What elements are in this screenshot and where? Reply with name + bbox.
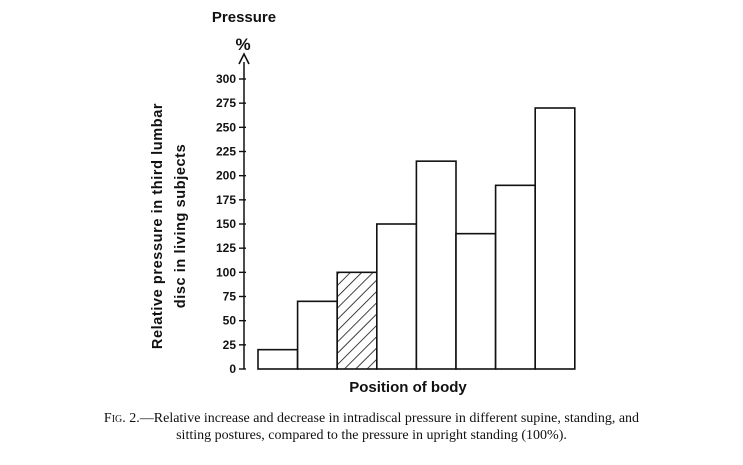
- bar: [455, 232, 497, 370]
- bar: [534, 107, 576, 370]
- y-tick-label: 0: [229, 362, 236, 376]
- bar: [296, 300, 339, 370]
- y-tick-label: 275: [216, 96, 236, 110]
- y-axis-title-line1: Relative pressure in third lumbar: [150, 103, 166, 349]
- y-tick-label: 300: [216, 72, 236, 86]
- y-tick-label: 250: [216, 120, 236, 134]
- y-tick-label: 125: [216, 241, 236, 255]
- y-tick-label: 100: [216, 265, 236, 279]
- figure-caption: Fig. 2.—Relative increase and decrease i…: [0, 410, 743, 444]
- bar: [494, 184, 537, 370]
- y-axis-title-line2: disc in living subjects: [173, 144, 189, 308]
- y-tick-label: 75: [223, 290, 237, 304]
- y-ticks: 0 25 50 75 100 125 150 175 200 225 250 275 300: [216, 72, 246, 376]
- y-tick-label: 25: [223, 338, 237, 352]
- unit-label: %: [235, 35, 250, 54]
- caption-line-2: sitting postures, compared to the pressu…: [176, 428, 567, 443]
- y-axis: 0 25 50 75 100 125 150 175 200 225 250 275 300: [216, 52, 250, 376]
- bar: [415, 160, 457, 370]
- bar: [257, 348, 299, 370]
- y-tick-label: 50: [223, 314, 237, 328]
- bar: [336, 271, 378, 370]
- bar: [375, 223, 418, 370]
- x-axis-title: Position of body: [349, 379, 467, 396]
- y-tick-label: 200: [216, 169, 236, 183]
- chart: Pressure % Relative pressure in third lu…: [150, 9, 576, 396]
- y-tick-label: 225: [216, 145, 236, 159]
- y-tick-label: 175: [216, 193, 236, 207]
- caption-line-1: Fig. 2.—Relative increase and decrease i…: [0, 410, 743, 427]
- y-axis-title: Relative pressure in third lumbar disc i…: [150, 103, 189, 349]
- caption-text-1: —Relative increase and decrease in intra…: [139, 411, 640, 426]
- y-tick-label: 150: [216, 217, 236, 231]
- y-axis-arrow-icon: [238, 52, 250, 65]
- chart-title: Pressure: [212, 9, 276, 26]
- caption-lead: Fig. 2.: [103, 411, 140, 426]
- bars: [257, 107, 576, 370]
